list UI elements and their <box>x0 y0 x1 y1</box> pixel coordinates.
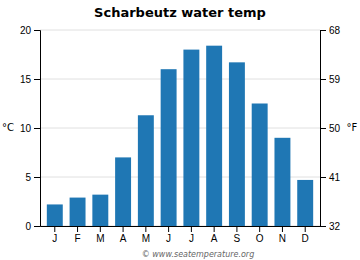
y-axis-title: °C <box>2 122 14 133</box>
x-tick-mark <box>191 226 192 232</box>
y2-tick-mark <box>320 30 326 31</box>
x-tick-label: A <box>211 233 218 244</box>
y2-tick: 68 <box>320 25 341 36</box>
x-tick: N <box>279 226 286 244</box>
x-tick-mark <box>145 226 146 232</box>
y2-axis-line <box>321 31 327 227</box>
y2-tick-mark <box>320 226 326 227</box>
x-tick-label: N <box>279 233 286 244</box>
y2-axis: 32 41 50 59 68 <box>320 25 341 232</box>
grid-line <box>40 30 320 31</box>
x-tick: F <box>75 226 81 244</box>
y-tick-mark <box>34 30 40 31</box>
y-tick-mark <box>34 177 40 178</box>
x-tick: J <box>166 226 171 244</box>
x-tick-mark <box>123 226 124 232</box>
y2-tick: 59 <box>320 74 341 85</box>
x-tick-label: J <box>166 233 171 244</box>
x-tick-label: D <box>302 233 309 244</box>
y2-axis-title: °F <box>347 122 358 133</box>
y-axis-line <box>34 31 41 227</box>
bar <box>161 69 177 226</box>
y2-tick-label: 50 <box>329 123 341 134</box>
y2-tick: 32 <box>320 221 341 232</box>
y2-tick: 50 <box>320 123 341 134</box>
y-tick-label: 20 <box>20 25 32 36</box>
bar <box>47 204 63 226</box>
y-tick-label: 10 <box>20 123 32 134</box>
chart: J F M A M J J A S O N D 0 5 10 15 20 32 41 50 59 68 °C °F Scharb… <box>0 0 360 260</box>
x-tick-label: F <box>75 233 81 244</box>
x-tick-label: A <box>120 233 127 244</box>
x-tick-mark <box>236 226 237 232</box>
y-tick-mark <box>34 226 40 227</box>
x-axis-line <box>41 226 321 227</box>
x-tick: M <box>96 226 104 244</box>
y-tick-mark <box>34 128 40 129</box>
x-tick-label: O <box>256 233 264 244</box>
x-tick-mark <box>214 226 215 232</box>
x-tick: M <box>142 226 150 244</box>
x-tick-mark <box>305 226 306 232</box>
x-tick-label: J <box>189 233 194 244</box>
x-tick-mark <box>100 226 101 232</box>
bars <box>47 46 313 226</box>
y-tick-label: 0 <box>25 221 31 232</box>
bar <box>92 195 108 226</box>
y2-tick-mark <box>320 177 326 178</box>
bar <box>183 50 199 226</box>
y2-tick-label: 41 <box>329 172 341 183</box>
x-tick-label: J <box>52 233 57 244</box>
x-tick: A <box>120 226 127 244</box>
grid-line <box>40 128 320 129</box>
bar <box>138 115 154 226</box>
grid <box>40 30 320 226</box>
y2-tick-label: 59 <box>329 74 341 85</box>
y-tick: 5 <box>25 172 40 183</box>
x-axis: JFMAMJJASOND <box>41 226 321 244</box>
annotation: © www.seatemperature.org <box>142 250 254 259</box>
bar <box>206 46 222 226</box>
x-tick: J <box>189 226 194 244</box>
x-tick: D <box>302 226 309 244</box>
x-tick: O <box>256 226 264 244</box>
y2-tick-label: 32 <box>329 221 341 232</box>
bar <box>70 198 86 226</box>
bar <box>274 138 290 226</box>
x-tick-mark <box>77 226 78 232</box>
x-tick-mark <box>259 226 260 232</box>
x-tick-mark <box>168 226 169 232</box>
y-axis: 0 5 10 15 20 <box>20 25 41 232</box>
y2-tick-mark <box>320 79 326 80</box>
x-tick-label: S <box>234 233 241 244</box>
y-tick-mark <box>34 79 40 80</box>
y2-tick-label: 68 <box>329 25 341 36</box>
x-tick: S <box>234 226 241 244</box>
y2-tick-mark <box>320 128 326 129</box>
x-tick-mark <box>54 226 55 232</box>
y-tick: 10 <box>20 123 40 134</box>
bar <box>115 157 131 226</box>
bar <box>297 180 313 226</box>
x-tick-label: M <box>142 233 150 244</box>
x-tick-label: M <box>96 233 104 244</box>
y-tick: 15 <box>20 74 40 85</box>
y-tick-label: 5 <box>25 172 31 183</box>
title: Scharbeutz water temp <box>94 5 266 20</box>
x-tick: A <box>211 226 218 244</box>
x-tick: J <box>52 226 57 244</box>
y2-tick: 41 <box>320 172 341 183</box>
y-tick: 20 <box>20 25 40 36</box>
bar <box>229 62 245 226</box>
x-tick-mark <box>282 226 283 232</box>
bar <box>252 104 268 227</box>
y-tick-label: 15 <box>20 74 32 85</box>
y-tick: 0 <box>25 221 40 232</box>
grid-line <box>40 79 320 80</box>
